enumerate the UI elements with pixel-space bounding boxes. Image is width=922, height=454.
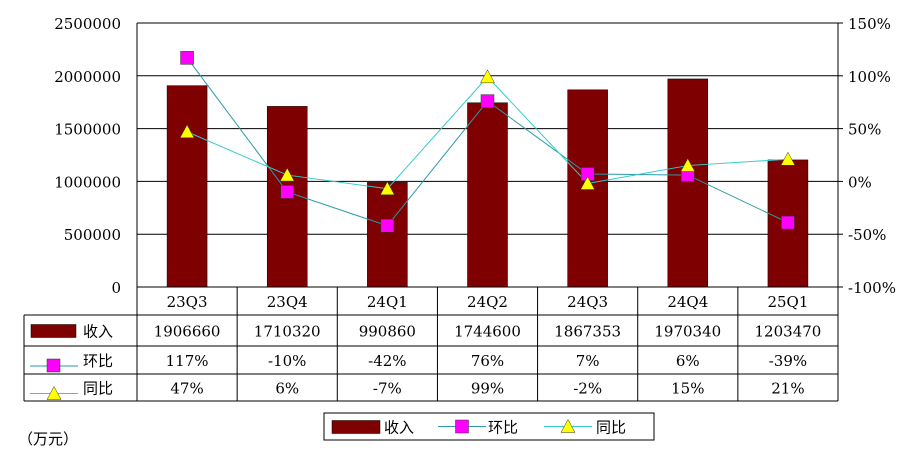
table-cell: 7% [576, 352, 600, 370]
x-tick-label: 23Q3 [167, 293, 208, 311]
table-cell: 6% [676, 352, 700, 370]
legend-label: 环比 [488, 419, 518, 437]
bar-24Q4 [667, 78, 709, 288]
table-cell: 1970340 [654, 323, 721, 341]
legend: 收入 环比 同比 [323, 412, 655, 441]
table-cell: -2% [573, 380, 602, 398]
y-left-tick-label: 1500000 [54, 121, 121, 139]
marker-环比 [280, 185, 294, 199]
y-right-tick-label: 100% [848, 68, 891, 86]
marker-同比 [379, 181, 395, 196]
table-cell: 6% [275, 380, 299, 398]
table-cell: 117% [166, 352, 209, 370]
table-cell: 1744600 [454, 323, 521, 341]
table-cell: -39% [769, 352, 807, 370]
bar-24Q1 [367, 182, 408, 288]
table-cell: 1906660 [154, 323, 221, 341]
y-right-tick-label: 0% [848, 173, 872, 191]
y-right-tick-label: 150% [848, 15, 891, 33]
y-right-tick-label: 50% [848, 121, 881, 139]
table-cell: 47% [170, 380, 203, 398]
legend-label: 同比 [596, 419, 626, 437]
marker-环比 [380, 219, 395, 233]
table-cell: -7% [373, 380, 402, 398]
y-left-tick-label: 500000 [64, 226, 121, 244]
y-left-tick-label: 2000000 [54, 68, 121, 86]
data-table: 23Q3 23Q4 24Q1 24Q2 24Q3 24Q4 25Q1 收入 1906660 171… [23, 286, 839, 402]
bar-24Q2 [467, 102, 508, 288]
x-tick-label: 23Q4 [267, 293, 308, 311]
marker-环比 [480, 94, 495, 108]
table-cell: 990860 [359, 323, 416, 341]
bar-23Q3 [166, 85, 208, 288]
table-cell: -10% [268, 352, 306, 370]
marker-同比 [480, 69, 495, 84]
legend-key-triangle [560, 418, 576, 433]
marker-同比 [580, 175, 596, 190]
x-tick-label: 25Q1 [767, 293, 808, 311]
axes: 0 -100% 500000 -50% 1000000 0% 1500000 50% 20000… [54, 15, 896, 297]
marker-同比 [279, 167, 295, 182]
table-cell: 1710320 [254, 323, 321, 341]
table-cell: -42% [368, 352, 406, 370]
x-tick-label: 24Q1 [367, 293, 408, 311]
y-left-tick-label: 1000000 [54, 173, 121, 191]
table-cell: 76% [471, 352, 504, 370]
table-row-header: 收入 [83, 323, 113, 341]
marker-同比 [179, 124, 195, 139]
unit-note: （万元） [18, 430, 78, 448]
table-cell: 15% [671, 380, 704, 398]
table-row-header: 同比 [83, 380, 113, 398]
marker-环比 [180, 51, 194, 65]
legend-key-square [455, 419, 469, 434]
marker-同比 [780, 151, 796, 166]
x-tick-label: 24Q3 [567, 293, 608, 311]
y-right-tick-label: -50% [848, 226, 886, 244]
x-tick-label: 24Q4 [667, 293, 708, 311]
table-key-收入 [30, 324, 77, 338]
y-left-tick-label: 0 [111, 279, 121, 297]
legend-label: 收入 [384, 419, 414, 437]
legend-key-bar [331, 420, 381, 434]
table-key-同比 [46, 385, 62, 400]
table-key-环比 [46, 358, 61, 373]
table-cell: 1867353 [554, 323, 621, 341]
revenue-bars [166, 78, 809, 288]
table-cell: 1203470 [755, 323, 822, 341]
ratio-lines [179, 51, 796, 233]
marker-环比 [781, 215, 795, 230]
table-row-header: 环比 [83, 352, 113, 370]
x-tick-label: 24Q2 [467, 293, 508, 311]
y-right-tick-label: -100% [848, 279, 896, 297]
y-left-tick-label: 2500000 [54, 15, 121, 33]
table-cell: 21% [771, 380, 804, 398]
marker-同比 [680, 158, 696, 172]
table-cell: 99% [471, 380, 504, 398]
